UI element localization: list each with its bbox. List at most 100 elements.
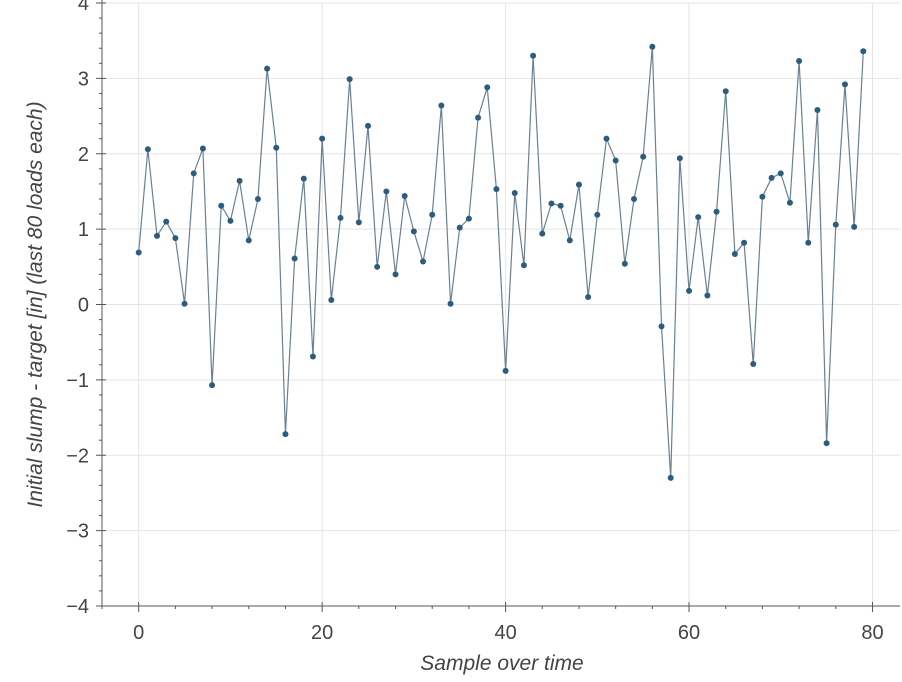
data-point bbox=[401, 192, 408, 199]
data-point bbox=[520, 262, 527, 269]
data-point bbox=[603, 135, 610, 142]
data-point bbox=[768, 174, 775, 181]
data-point bbox=[658, 323, 665, 330]
data-point bbox=[631, 195, 637, 202]
data-point bbox=[291, 255, 298, 262]
data-point bbox=[722, 88, 729, 95]
data-point bbox=[713, 208, 720, 215]
series bbox=[135, 43, 867, 481]
data-point bbox=[493, 186, 500, 193]
data-point bbox=[511, 189, 518, 196]
data-point bbox=[530, 52, 537, 59]
axes bbox=[101, 0, 900, 607]
data-point bbox=[841, 81, 848, 88]
data-point bbox=[777, 170, 784, 177]
data-point bbox=[181, 300, 188, 307]
data-point bbox=[346, 76, 353, 83]
data-point bbox=[621, 260, 628, 267]
x-tick-label: 20 bbox=[311, 622, 333, 644]
data-point bbox=[759, 193, 766, 200]
data-point bbox=[264, 65, 271, 72]
data-point bbox=[209, 382, 216, 389]
data-point bbox=[575, 181, 582, 188]
data-point bbox=[484, 84, 491, 91]
data-point bbox=[227, 217, 234, 224]
y-tick-label: −2 bbox=[66, 445, 89, 467]
x-tick-label: 80 bbox=[861, 622, 883, 644]
data-point bbox=[585, 293, 592, 300]
data-point bbox=[823, 440, 830, 447]
data-point bbox=[163, 218, 170, 225]
data-point bbox=[199, 145, 206, 152]
data-point bbox=[365, 122, 371, 129]
data-point bbox=[475, 114, 482, 121]
y-axis-title: Initial slump - target [in] (last 80 loa… bbox=[24, 101, 47, 507]
data-point bbox=[236, 177, 243, 184]
data-point bbox=[741, 239, 748, 246]
data-point bbox=[731, 250, 738, 257]
data-point bbox=[328, 296, 335, 303]
data-point bbox=[456, 224, 463, 231]
data-point bbox=[429, 211, 436, 218]
data-point bbox=[438, 102, 445, 109]
data-point bbox=[300, 175, 307, 182]
data-point bbox=[282, 431, 289, 438]
data-point bbox=[539, 230, 546, 237]
y-tick-label: 1 bbox=[78, 219, 89, 241]
data-point bbox=[594, 211, 601, 218]
tick-labels: 0 20 40 60 80 −4 −3 −2 −1 0 1 2 3 4 bbox=[66, 0, 883, 644]
data-point bbox=[786, 199, 793, 206]
x-axis-title: Sample over time bbox=[420, 652, 583, 675]
data-point bbox=[805, 239, 812, 246]
y-tick-label: 0 bbox=[78, 295, 89, 317]
data-point bbox=[667, 474, 674, 481]
data-point bbox=[548, 200, 555, 207]
data-point bbox=[420, 258, 427, 265]
data-point bbox=[814, 107, 821, 114]
data-point bbox=[154, 232, 161, 239]
data-point bbox=[319, 135, 326, 142]
data-point bbox=[502, 367, 509, 374]
data-point bbox=[410, 228, 417, 235]
y-tick-label: −1 bbox=[66, 370, 89, 392]
data-point bbox=[337, 214, 344, 221]
data-point bbox=[254, 195, 261, 202]
data-point bbox=[649, 43, 656, 50]
data-point bbox=[640, 153, 647, 160]
data-point bbox=[383, 188, 390, 195]
y-tick-label: 2 bbox=[78, 144, 89, 166]
data-point bbox=[851, 223, 858, 230]
data-point bbox=[447, 300, 454, 307]
data-point bbox=[245, 237, 252, 244]
data-point bbox=[374, 263, 381, 270]
data-point bbox=[190, 170, 197, 177]
y-tick-label: −4 bbox=[66, 596, 89, 618]
data-point bbox=[144, 146, 151, 153]
data-point bbox=[309, 353, 316, 360]
y-tick-label: 3 bbox=[78, 68, 89, 90]
data-point bbox=[135, 249, 142, 256]
x-tick-label: 40 bbox=[494, 622, 516, 644]
data-point bbox=[172, 235, 179, 242]
data-point bbox=[686, 287, 693, 294]
x-tick-label: 60 bbox=[678, 622, 700, 644]
grid bbox=[102, 2, 900, 607]
data-point bbox=[355, 219, 362, 226]
data-point bbox=[392, 271, 399, 278]
y-tick-label: −3 bbox=[66, 521, 89, 543]
ticks bbox=[96, 2, 873, 612]
data-point bbox=[750, 361, 757, 368]
data-point bbox=[704, 292, 711, 299]
data-point bbox=[695, 214, 702, 221]
series-line bbox=[138, 46, 864, 479]
data-point bbox=[860, 48, 867, 55]
data-point bbox=[557, 202, 564, 209]
data-point bbox=[218, 202, 225, 209]
data-point bbox=[796, 58, 803, 65]
data-point bbox=[832, 221, 839, 228]
data-point bbox=[465, 215, 472, 222]
y-tick-label: 4 bbox=[78, 0, 89, 15]
data-point bbox=[676, 155, 683, 162]
